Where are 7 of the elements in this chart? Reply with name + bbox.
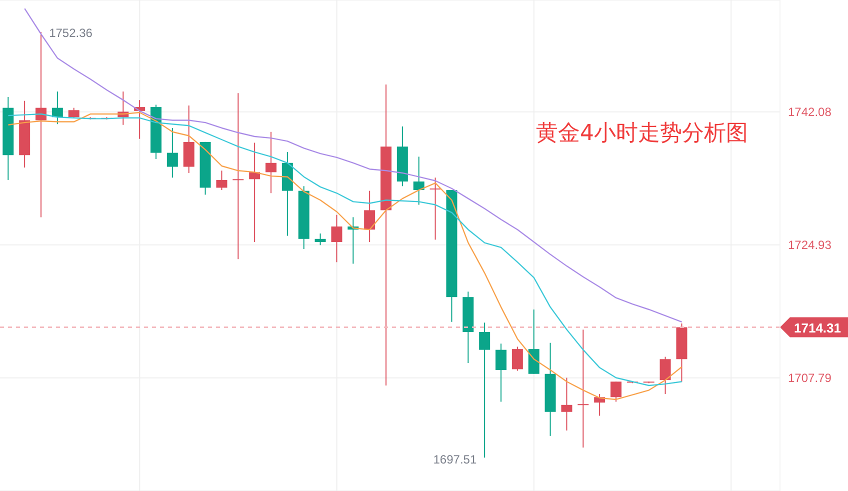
annotation: 1752.36 [49, 26, 93, 40]
y-tick-label: 1742.08 [788, 105, 832, 120]
annotation: 1697.51 [433, 452, 477, 467]
y-tick-label: 1724.93 [788, 238, 832, 252]
y-tick-label: 1707.79 [788, 371, 832, 386]
ref-line-label: 1714.31 [794, 320, 841, 336]
text: 黄金4小时走势分析图 [536, 120, 748, 148]
